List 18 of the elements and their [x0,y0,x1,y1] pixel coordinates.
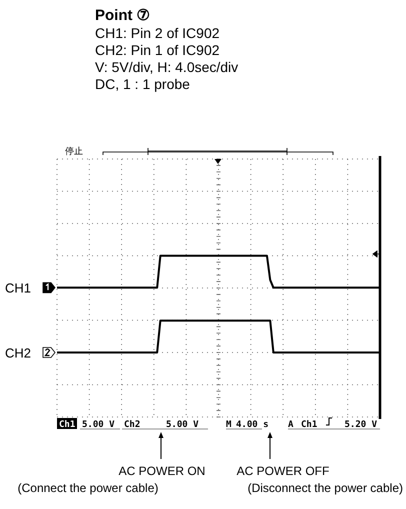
text: Ch2 [124,420,140,430]
legend-label: CH2 [5,346,32,360]
text: 停止 [65,146,83,156]
text: Ch1 [59,420,76,430]
text: A [288,420,294,430]
chart-subtitle: CH1: Pin 2 of IC902 CH2: Pin 1 of IC902 V: 5V/div, H: 4.0sec/div DC, 1 : 1 probe [95,25,238,92]
legend-label: CH1 [5,280,32,296]
text: 4.00 s [236,420,269,430]
text: M [226,420,232,430]
text: 5.20 V [344,420,378,430]
chart-title: Point ⑦ [95,7,150,24]
text: Ch1 [301,420,318,430]
text: (Disconnect the power cable) [248,481,403,495]
text: 5.00 V [166,420,200,430]
text: (Connect the power cable) [18,481,158,495]
text: 5.00 V [82,420,116,430]
text: AC POWER OFF [236,464,330,478]
text: AC POWER ON [118,464,206,478]
